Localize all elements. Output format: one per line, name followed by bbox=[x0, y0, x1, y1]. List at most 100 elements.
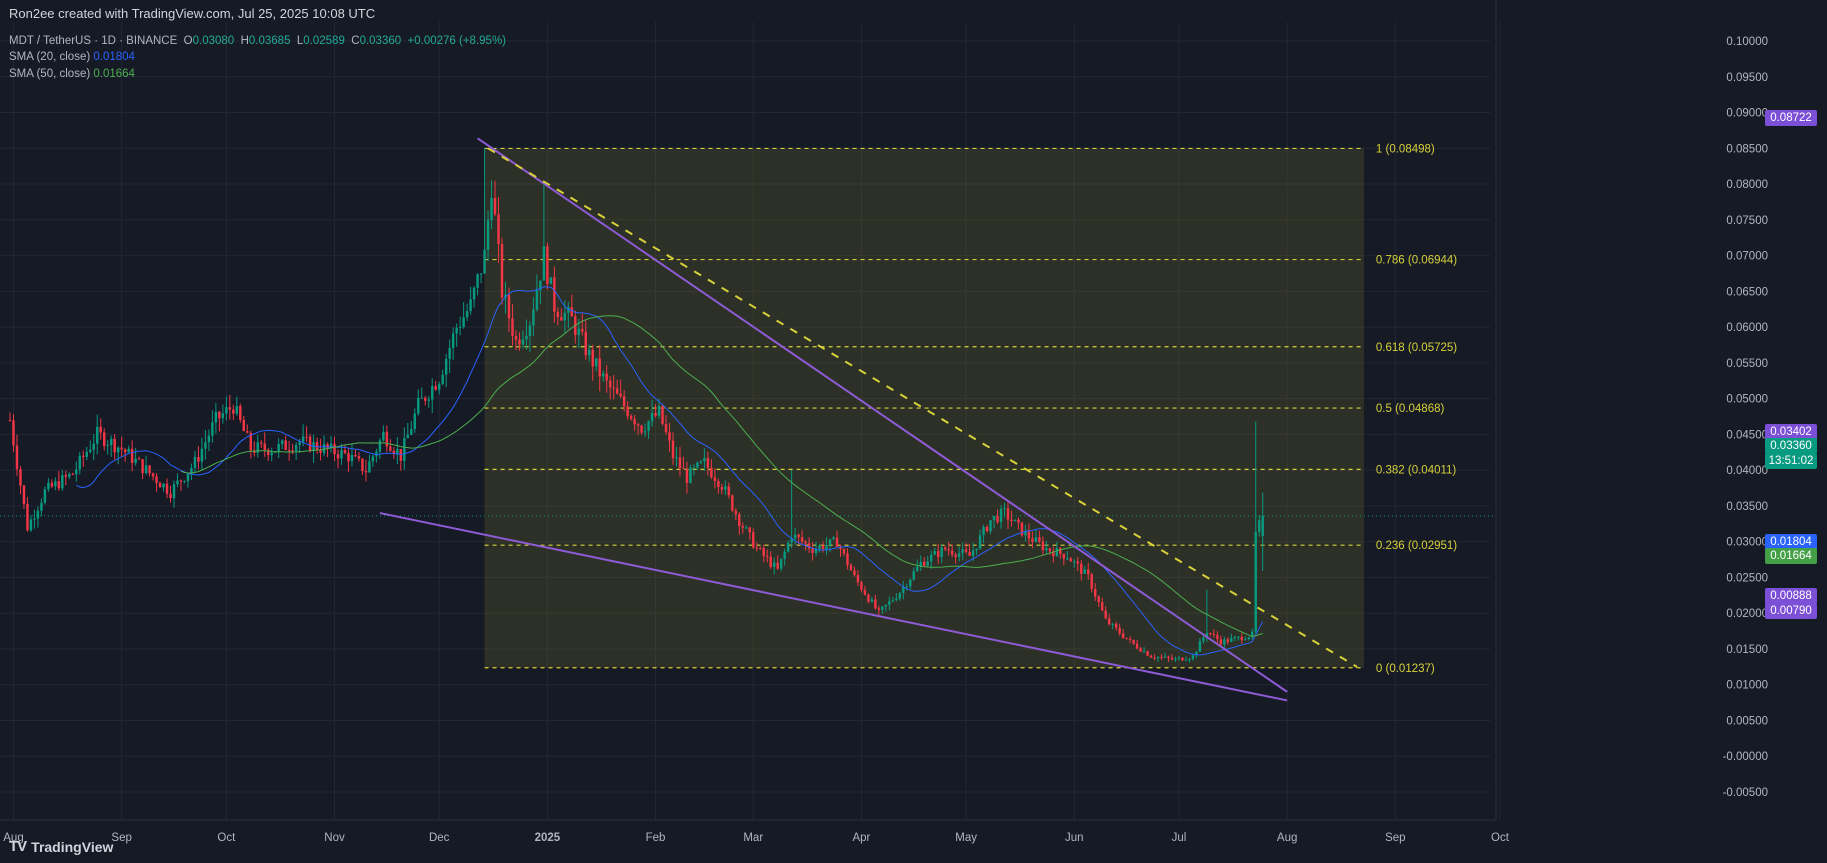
y-tick-label: 0.02500 bbox=[1726, 572, 1768, 584]
candle-body bbox=[371, 456, 375, 462]
candle-body bbox=[888, 601, 891, 605]
y-tick-label: 0.05000 bbox=[1726, 394, 1768, 406]
candle-body bbox=[462, 317, 465, 328]
candle-body bbox=[455, 327, 458, 334]
x-tick-label: Sep bbox=[1385, 832, 1405, 844]
candle-body bbox=[731, 495, 734, 511]
x-tick-label: Oct bbox=[1491, 832, 1510, 844]
candle-body bbox=[57, 481, 61, 489]
candle-body bbox=[29, 519, 33, 531]
candle-body bbox=[1177, 657, 1181, 659]
candle-body bbox=[116, 447, 120, 453]
y-tick-label: -0.00000 bbox=[1723, 751, 1768, 763]
candle-body bbox=[1247, 637, 1250, 640]
candle-body bbox=[853, 570, 856, 576]
candle-body bbox=[1216, 634, 1219, 640]
candle-body bbox=[1083, 569, 1086, 574]
candle-body bbox=[382, 431, 385, 441]
y-tick-label: 0.03500 bbox=[1726, 501, 1768, 513]
candle-body bbox=[420, 397, 423, 399]
candle-body bbox=[392, 450, 396, 454]
candle-body bbox=[909, 579, 912, 587]
candle-body bbox=[849, 565, 853, 571]
candle-body bbox=[396, 448, 399, 454]
candle-body bbox=[151, 473, 155, 477]
candle-body bbox=[877, 608, 881, 610]
tradingview-brand[interactable]: TV TradingView bbox=[9, 838, 113, 855]
candle-body bbox=[950, 550, 954, 555]
x-tick-label: Mar bbox=[743, 832, 763, 844]
candle-body bbox=[891, 600, 895, 602]
candle-body bbox=[612, 387, 615, 389]
candle-body bbox=[601, 373, 605, 377]
candle-body bbox=[424, 397, 427, 401]
candle-body bbox=[1097, 596, 1100, 603]
y-tick-label: 0.08000 bbox=[1726, 179, 1768, 191]
candle-body bbox=[553, 277, 556, 312]
candle-body bbox=[745, 527, 748, 529]
candle-body bbox=[713, 477, 717, 482]
candle-body bbox=[249, 432, 252, 451]
candle-body bbox=[1174, 658, 1177, 660]
y-tick-label: 0.09500 bbox=[1726, 72, 1768, 84]
candle-body bbox=[8, 420, 12, 422]
candle-body bbox=[608, 380, 612, 388]
y-tick-label: 0.02000 bbox=[1726, 608, 1768, 620]
candle-body bbox=[33, 518, 36, 520]
candle-body bbox=[120, 447, 123, 450]
x-tick-label: Aug bbox=[1277, 832, 1297, 844]
symbol-label[interactable]: MDT / TetherUS · 1D · BINANCE bbox=[9, 35, 178, 47]
candle-body bbox=[1261, 515, 1264, 536]
chart-credit: Ron2ee created with TradingView.com, Jul… bbox=[9, 6, 376, 21]
candle-body bbox=[1184, 659, 1188, 661]
candle-body bbox=[685, 469, 689, 483]
y-tick-label: 0.08500 bbox=[1726, 143, 1768, 155]
candle-body bbox=[350, 454, 354, 462]
candle-body bbox=[242, 419, 246, 432]
candle-body bbox=[884, 604, 888, 607]
candle-body bbox=[1167, 656, 1170, 658]
candle-body bbox=[964, 549, 968, 552]
candle-body bbox=[1209, 633, 1212, 635]
candle-body bbox=[71, 473, 75, 475]
candle-body bbox=[148, 465, 151, 474]
candle-body bbox=[961, 549, 964, 554]
candle-body bbox=[821, 545, 825, 550]
candle-body bbox=[256, 442, 259, 453]
candle-body bbox=[123, 449, 127, 453]
candle-body bbox=[532, 309, 535, 326]
candle-body bbox=[308, 436, 312, 452]
candle-body bbox=[1226, 639, 1230, 642]
candle-body bbox=[183, 481, 186, 483]
candle-body bbox=[85, 451, 88, 457]
sma20-legend[interactable]: SMA (20, close) 0.01804 bbox=[9, 51, 135, 63]
candle-body bbox=[570, 307, 574, 317]
candle-body bbox=[752, 532, 755, 548]
candle-body bbox=[1048, 548, 1052, 552]
candle-body bbox=[860, 582, 863, 590]
candle-body bbox=[560, 317, 563, 321]
candle-body bbox=[1156, 657, 1160, 659]
candle-body bbox=[280, 440, 284, 444]
candle-body bbox=[260, 442, 263, 444]
candle-body bbox=[1073, 561, 1076, 563]
candle-body bbox=[127, 448, 130, 453]
candle-body bbox=[1170, 657, 1174, 660]
candle-body bbox=[595, 358, 598, 367]
candle-body bbox=[804, 541, 807, 544]
candle-body bbox=[1191, 655, 1195, 659]
candle-body bbox=[874, 599, 877, 609]
price-tag: 0.00790 bbox=[1765, 603, 1817, 619]
candle-body bbox=[26, 503, 29, 531]
candle-body bbox=[769, 556, 772, 568]
candle-body bbox=[1100, 602, 1104, 611]
sma50-legend[interactable]: SMA (50, close) 0.01664 bbox=[9, 68, 135, 80]
candle-body bbox=[664, 423, 668, 433]
candle-body bbox=[1219, 639, 1223, 645]
candle-body bbox=[375, 451, 378, 457]
y-tick-label: 0.04500 bbox=[1726, 429, 1768, 441]
candle-body bbox=[218, 411, 221, 419]
candle-body bbox=[1045, 548, 1048, 551]
candle-body bbox=[992, 516, 996, 521]
